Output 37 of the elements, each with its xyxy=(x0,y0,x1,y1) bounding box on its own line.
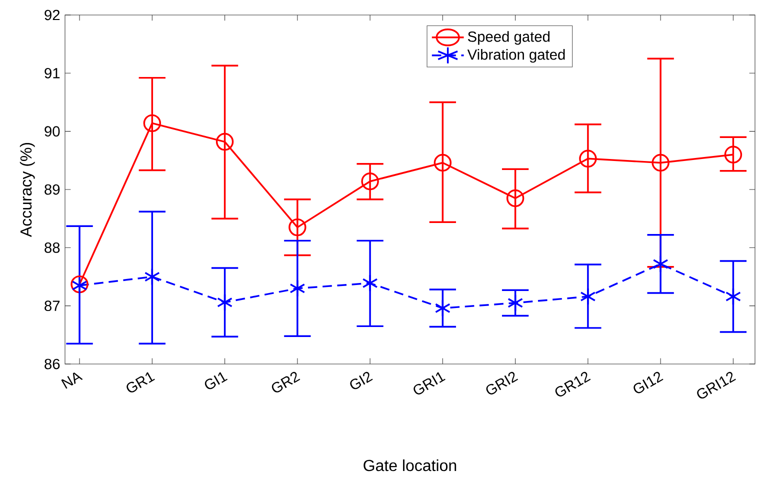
y-tick-label: 90 xyxy=(44,126,60,137)
point xyxy=(216,132,234,151)
x-tick-label: GI12 xyxy=(634,372,664,394)
point xyxy=(506,189,524,208)
point xyxy=(652,255,668,273)
point xyxy=(144,268,160,286)
point xyxy=(580,288,596,306)
y-tick-label: 86 xyxy=(44,358,60,370)
y-tick-label: 92 xyxy=(44,10,60,20)
y-tick-label: 87 xyxy=(44,300,60,312)
x-tick-label: GI2 xyxy=(350,372,373,390)
point xyxy=(652,154,670,172)
x-axis-title: Gate location xyxy=(364,459,456,472)
legend-label: Speed gated xyxy=(468,31,550,45)
x-tick-label: GRI1 xyxy=(414,372,446,394)
point xyxy=(725,288,741,306)
x-tick-label: GRI2 xyxy=(486,372,518,394)
y-axis-title: Accuracy (%) xyxy=(20,142,35,238)
x-tick-label: GI1 xyxy=(204,372,228,390)
legend-label: Vibration gated xyxy=(467,49,565,63)
x-tick-label: NA xyxy=(61,372,83,389)
y-tick-label: 88 xyxy=(44,242,60,253)
point xyxy=(724,146,742,164)
point xyxy=(216,293,233,312)
point xyxy=(143,114,162,132)
y-tick-label: 89 xyxy=(44,184,60,195)
point xyxy=(361,172,379,190)
point xyxy=(508,294,524,312)
point xyxy=(290,280,306,298)
point xyxy=(434,154,452,172)
point xyxy=(579,150,597,168)
point xyxy=(362,274,378,292)
point xyxy=(434,299,450,318)
x-tick-label: GR1 xyxy=(126,372,155,392)
y-tick-label: 91 xyxy=(44,68,60,78)
x-tick-label: GR2 xyxy=(272,372,300,392)
point xyxy=(288,218,306,236)
